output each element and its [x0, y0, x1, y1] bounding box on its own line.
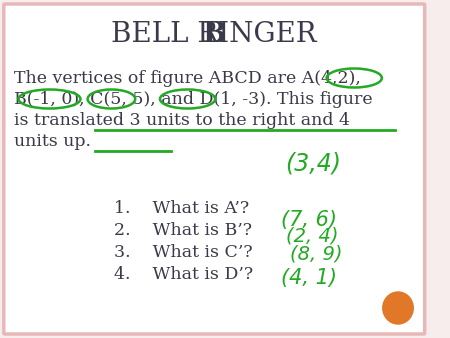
Text: 1.    What is A’?: 1. What is A’?: [114, 200, 249, 217]
Text: The vertices of figure ABCD are A(4,2),: The vertices of figure ABCD are A(4,2),: [14, 70, 361, 87]
Text: 3.    What is C’?: 3. What is C’?: [114, 244, 253, 261]
Text: B: B: [202, 22, 226, 48]
Text: 4.    What is D’?: 4. What is D’?: [114, 266, 253, 283]
Text: (2, 4): (2, 4): [286, 226, 338, 245]
Text: (8, 9): (8, 9): [290, 244, 343, 263]
Text: (3,4): (3,4): [286, 151, 342, 175]
Text: BELL RINGER: BELL RINGER: [112, 22, 317, 48]
Text: units up.: units up.: [14, 133, 91, 150]
FancyBboxPatch shape: [4, 4, 425, 334]
Text: B(-1, 0), C(5, 5), and D(1, -3). This figure: B(-1, 0), C(5, 5), and D(1, -3). This fi…: [14, 91, 373, 108]
Text: (7, 6): (7, 6): [281, 210, 337, 230]
Text: 2.    What is B’?: 2. What is B’?: [114, 222, 252, 239]
Circle shape: [383, 292, 413, 324]
Text: (4, 1): (4, 1): [281, 268, 337, 288]
Text: is translated 3 units to the right and 4: is translated 3 units to the right and 4: [14, 112, 350, 129]
